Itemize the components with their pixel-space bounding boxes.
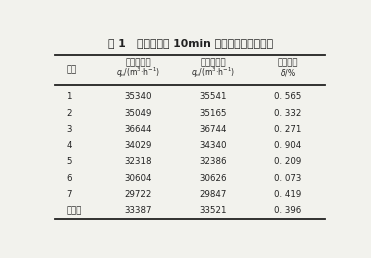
- Text: 30626: 30626: [199, 174, 227, 183]
- Text: 6: 6: [66, 174, 72, 183]
- Text: 29722: 29722: [125, 190, 152, 199]
- Text: 35541: 35541: [199, 92, 227, 101]
- Text: 33387: 33387: [125, 206, 152, 215]
- Text: 34340: 34340: [199, 141, 227, 150]
- Text: $q_{后}$/(m$^3$·h$^{-1}$): $q_{后}$/(m$^3$·h$^{-1}$): [191, 66, 235, 80]
- Text: 35165: 35165: [199, 109, 227, 117]
- Text: $\delta$/%: $\delta$/%: [280, 67, 296, 78]
- Text: 平均值: 平均值: [66, 206, 82, 215]
- Text: 36744: 36744: [199, 125, 227, 134]
- Text: 表 1   放水前、后 10min 的平均时流量统计表: 表 1 放水前、后 10min 的平均时流量统计表: [108, 38, 273, 48]
- Text: 0. 904: 0. 904: [274, 141, 302, 150]
- Text: 1: 1: [66, 92, 72, 101]
- Text: 0. 209: 0. 209: [274, 157, 302, 166]
- Text: 3: 3: [66, 125, 72, 134]
- Text: 7: 7: [66, 190, 72, 199]
- Text: 32386: 32386: [199, 157, 227, 166]
- Text: 33521: 33521: [199, 206, 227, 215]
- Text: 32318: 32318: [125, 157, 152, 166]
- Text: 35340: 35340: [125, 92, 152, 101]
- Text: 2: 2: [66, 109, 72, 117]
- Text: 0. 271: 0. 271: [274, 125, 302, 134]
- Text: 0. 419: 0. 419: [274, 190, 302, 199]
- Text: 0. 565: 0. 565: [274, 92, 302, 101]
- Text: 0. 396: 0. 396: [274, 206, 302, 215]
- Text: 0. 332: 0. 332: [274, 109, 302, 117]
- Text: 36644: 36644: [125, 125, 152, 134]
- Text: 放水后流量: 放水后流量: [200, 58, 226, 67]
- Text: 30604: 30604: [125, 174, 152, 183]
- Text: 29847: 29847: [200, 190, 227, 199]
- Text: 流量增量: 流量增量: [278, 58, 298, 67]
- Text: 0. 073: 0. 073: [274, 174, 302, 183]
- Text: 4: 4: [66, 141, 72, 150]
- Text: $q_{前}$/(m$^3$·h$^{-1}$): $q_{前}$/(m$^3$·h$^{-1}$): [116, 66, 161, 80]
- Text: 34029: 34029: [125, 141, 152, 150]
- Text: 35049: 35049: [125, 109, 152, 117]
- Text: 5: 5: [66, 157, 72, 166]
- Text: 次数: 次数: [66, 65, 77, 74]
- Text: 放水前流量: 放水前流量: [125, 58, 151, 67]
